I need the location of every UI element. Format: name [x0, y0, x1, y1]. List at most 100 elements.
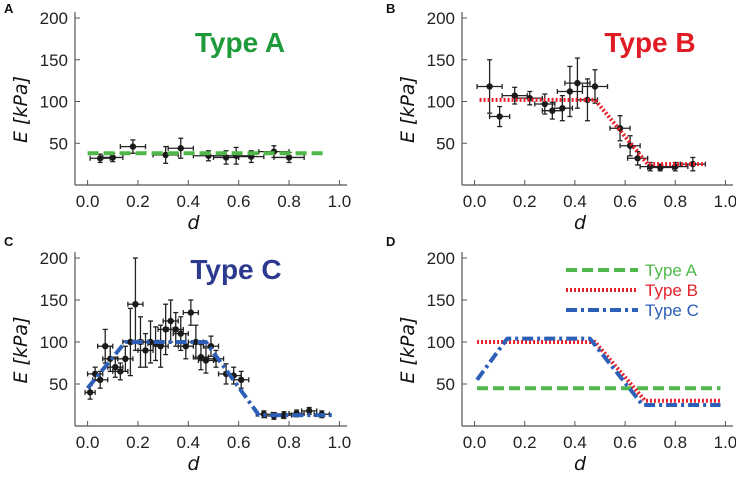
- point-marker: [162, 151, 169, 159]
- point-marker: [182, 343, 189, 350]
- panel-letter: B: [386, 1, 395, 16]
- chart-title: Type A: [195, 27, 285, 58]
- x-tick-label: 0.4: [176, 192, 200, 211]
- x-tick-label: 0.2: [126, 433, 150, 452]
- point-marker: [132, 301, 139, 308]
- panel-letter: D: [386, 234, 395, 249]
- data-point: [662, 161, 689, 172]
- fit-line-type-b: [479, 97, 706, 167]
- data-point: [127, 257, 144, 352]
- x-tick-label: 0.8: [663, 192, 687, 211]
- y-tick-label: 100: [427, 333, 455, 352]
- point-marker: [122, 355, 129, 362]
- x-axis-label: d: [574, 212, 587, 234]
- y-tick-label: 200: [40, 9, 68, 28]
- data-point: [551, 95, 574, 122]
- y-tick-label: 200: [40, 249, 68, 268]
- point-marker: [238, 376, 245, 383]
- x-tick-label: 0.0: [463, 433, 487, 452]
- panel-b: B 0.0 0.2 0.4 0.6 0.8 1.0 50 100 150 200 d E [kPa] Ty…: [386, 1, 736, 234]
- x-axis-label: d: [574, 453, 587, 475]
- panel-a: A 0.0 0.2 0.4 0.6 0.8 1.0 50 100 150 200 d E [kPa] Ty…: [4, 1, 351, 234]
- point-marker: [177, 330, 184, 337]
- y-axis-label: E [kPa]: [397, 76, 419, 143]
- x-tick-label: 0.4: [563, 192, 587, 211]
- x-tick-label: 1.0: [328, 433, 352, 452]
- point-marker: [634, 155, 641, 162]
- data-point: [117, 345, 134, 373]
- data-point: [119, 139, 147, 154]
- x-tick-label: 1.0: [714, 192, 736, 211]
- point-marker: [574, 79, 581, 87]
- data-point: [534, 93, 556, 115]
- point-marker: [591, 83, 599, 90]
- data-point: [222, 146, 250, 165]
- data-point: [501, 86, 528, 105]
- data-point: [167, 137, 195, 159]
- data-point: [476, 59, 503, 114]
- x-axis-label: d: [187, 453, 200, 475]
- point-marker: [496, 113, 503, 120]
- point-marker: [541, 100, 548, 108]
- y-tick-label: 50: [436, 134, 455, 153]
- x-tick-label: 0.0: [463, 192, 487, 211]
- y-axis-label: E [kPa]: [10, 317, 32, 384]
- point-marker: [109, 154, 116, 161]
- legend-label: Type A: [645, 261, 698, 280]
- panel-letter: C: [4, 234, 14, 249]
- y-axis-label: E [kPa]: [397, 317, 419, 384]
- x-tick-label: 0.8: [277, 192, 301, 211]
- point-marker: [646, 163, 654, 170]
- point-marker: [112, 364, 119, 371]
- data-point: [172, 316, 189, 352]
- y-tick-label: 150: [427, 51, 455, 70]
- x-tick-label: 1.0: [328, 192, 352, 211]
- x-tick-label: 0.8: [663, 433, 687, 452]
- y-tick-label: 150: [427, 291, 455, 310]
- point-marker: [566, 88, 574, 95]
- x-tick-label: 0.6: [227, 433, 251, 452]
- point-marker: [117, 368, 124, 375]
- x-tick-label: 0.4: [176, 433, 200, 452]
- point-marker: [192, 338, 200, 346]
- data-point: [182, 299, 200, 326]
- panel-c: C 0.0 0.2 0.4 0.6 0.8 1.0 50 100 150 200 d E [kPa] Ty…: [4, 234, 351, 475]
- y-tick-label: 200: [427, 9, 455, 28]
- y-tick-label: 150: [40, 291, 68, 310]
- chart-title: Type B: [604, 27, 695, 58]
- x-tick-label: 0.2: [513, 192, 537, 211]
- point-marker: [559, 104, 566, 112]
- point-marker: [142, 347, 149, 354]
- point-marker: [202, 357, 210, 364]
- y-axis-label: E [kPa]: [10, 76, 32, 143]
- y-tick-label: 100: [427, 93, 455, 112]
- legend-label: Type C: [645, 301, 699, 320]
- x-tick-label: 0.0: [76, 192, 100, 211]
- data-point: [89, 153, 111, 164]
- point-marker: [129, 143, 137, 150]
- x-tick-label: 0.6: [613, 433, 637, 452]
- data-point: [581, 69, 609, 104]
- y-tick-label: 200: [427, 249, 455, 268]
- chart-title: Type C: [190, 254, 281, 285]
- y-tick-label: 150: [40, 51, 68, 70]
- y-tick-label: 100: [40, 333, 68, 352]
- point-marker: [167, 317, 174, 325]
- point-marker: [549, 107, 556, 114]
- data-point: [177, 332, 195, 360]
- x-tick-label: 1.0: [714, 433, 736, 452]
- x-tick-label: 0.8: [277, 433, 301, 452]
- fit-line-type-c: [475, 336, 721, 407]
- y-tick-label: 50: [49, 375, 68, 394]
- point-marker: [157, 343, 164, 350]
- point-marker: [511, 92, 518, 99]
- panel-d: D 0.0 0.2 0.4 0.6 0.8 1.0 50 100 150 200 d E [kPa] Ty…: [386, 234, 736, 475]
- point-marker: [96, 376, 104, 383]
- point-marker: [177, 145, 184, 152]
- fit-line-type-b: [477, 340, 721, 403]
- point-marker: [102, 343, 109, 350]
- x-tick-label: 0.4: [563, 433, 587, 452]
- data-point: [488, 105, 511, 128]
